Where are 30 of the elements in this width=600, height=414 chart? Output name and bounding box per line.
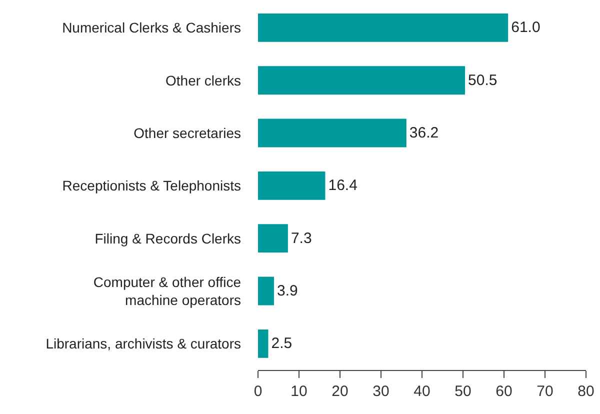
bar — [258, 13, 508, 42]
y-tick-label: Librarians, archivists & curators — [46, 336, 241, 352]
data-label: 7.3 — [290, 230, 312, 247]
data-label: 50.5 — [468, 72, 498, 89]
bar — [258, 171, 326, 200]
y-tick-label: Other secretaries — [134, 124, 241, 141]
y-tick-label: Receptionists & Telephonists — [62, 178, 241, 194]
x-tick-label: 50 — [454, 383, 472, 400]
x-tick-label: 20 — [332, 383, 348, 400]
bar — [258, 118, 406, 148]
x-tick-label: 70 — [536, 383, 554, 400]
x-tick-label: 30 — [372, 383, 390, 400]
y-tick-label: Other clerks — [166, 72, 241, 88]
data-label: 16.4 — [328, 177, 358, 194]
data-label: 3.9 — [276, 282, 298, 300]
data-label: 36.2 — [409, 124, 439, 142]
y-tick-label: Filing & Records Clerks — [94, 230, 241, 246]
bar — [258, 276, 274, 306]
y-tick-label: Computer & other office machine operators — [93, 274, 242, 308]
bar — [258, 224, 288, 253]
data-label: 61.0 — [511, 19, 540, 36]
y-tick-label: Numerical Clerks & Cashiers — [62, 20, 241, 36]
bar — [258, 66, 466, 95]
x-tick-label: 10 — [290, 383, 308, 400]
x-tick-label: 0 — [254, 383, 262, 400]
data-label: 2.5 — [271, 335, 292, 352]
x-tick-label: 80 — [578, 383, 594, 400]
x-tick-label: 60 — [496, 383, 512, 400]
bar — [258, 329, 268, 358]
x-tick-label: 40 — [414, 383, 430, 400]
